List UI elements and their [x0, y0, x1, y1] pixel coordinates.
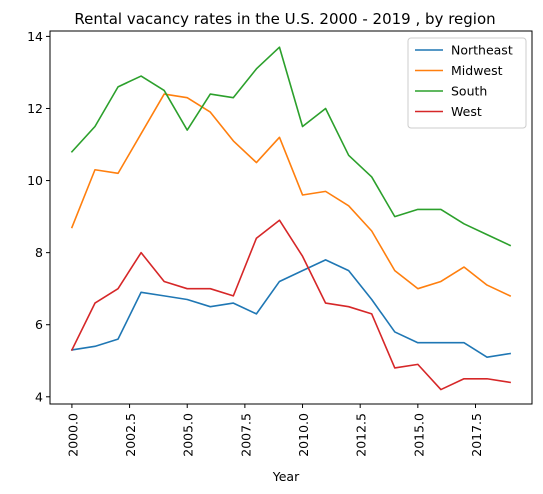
x-tick-label: 2002.5 [123, 413, 138, 457]
y-axis: 4 6 8 10 12 14 [27, 29, 50, 404]
x-tick-label: 2010.0 [296, 413, 311, 457]
plot-lines [70, 46, 512, 391]
x-tick-label: 2017.5 [469, 413, 484, 457]
x-tick-label: 2000.0 [65, 413, 80, 457]
chart-title: Rental vacancy rates in the U.S. 2000 - … [74, 10, 495, 28]
series-line-west [70, 219, 512, 391]
legend-label-south: South [451, 84, 487, 99]
x-tick-label: 2012.5 [354, 413, 369, 457]
legend-label-midwest: Midwest [451, 63, 503, 78]
legend: Northeast Midwest South West [407, 37, 527, 129]
legend-box [407, 37, 527, 129]
series-line-midwest [70, 93, 512, 297]
x-tick-label: 2007.5 [238, 413, 253, 457]
legend-label-west: West [451, 104, 482, 119]
series-line-south [70, 46, 512, 247]
y-tick-label: 8 [35, 245, 43, 260]
x-tick-label: 2015.0 [411, 413, 426, 457]
series-line-northeast [70, 259, 512, 358]
x-tick-label: 2005.0 [181, 413, 196, 457]
y-tick-label: 12 [27, 101, 43, 116]
y-tick-label: 14 [27, 29, 43, 44]
y-tick-label: 4 [35, 389, 43, 404]
plot-frame [49, 30, 533, 405]
x-axis-label: Year [272, 469, 300, 484]
y-tick-label: 10 [27, 173, 43, 188]
legend-label-northeast: Northeast [451, 43, 513, 58]
y-tick-label: 6 [35, 317, 43, 332]
x-axis: 2000.0 2002.5 2005.0 2007.5 2010.0 2012.5 2015… [65, 404, 484, 457]
